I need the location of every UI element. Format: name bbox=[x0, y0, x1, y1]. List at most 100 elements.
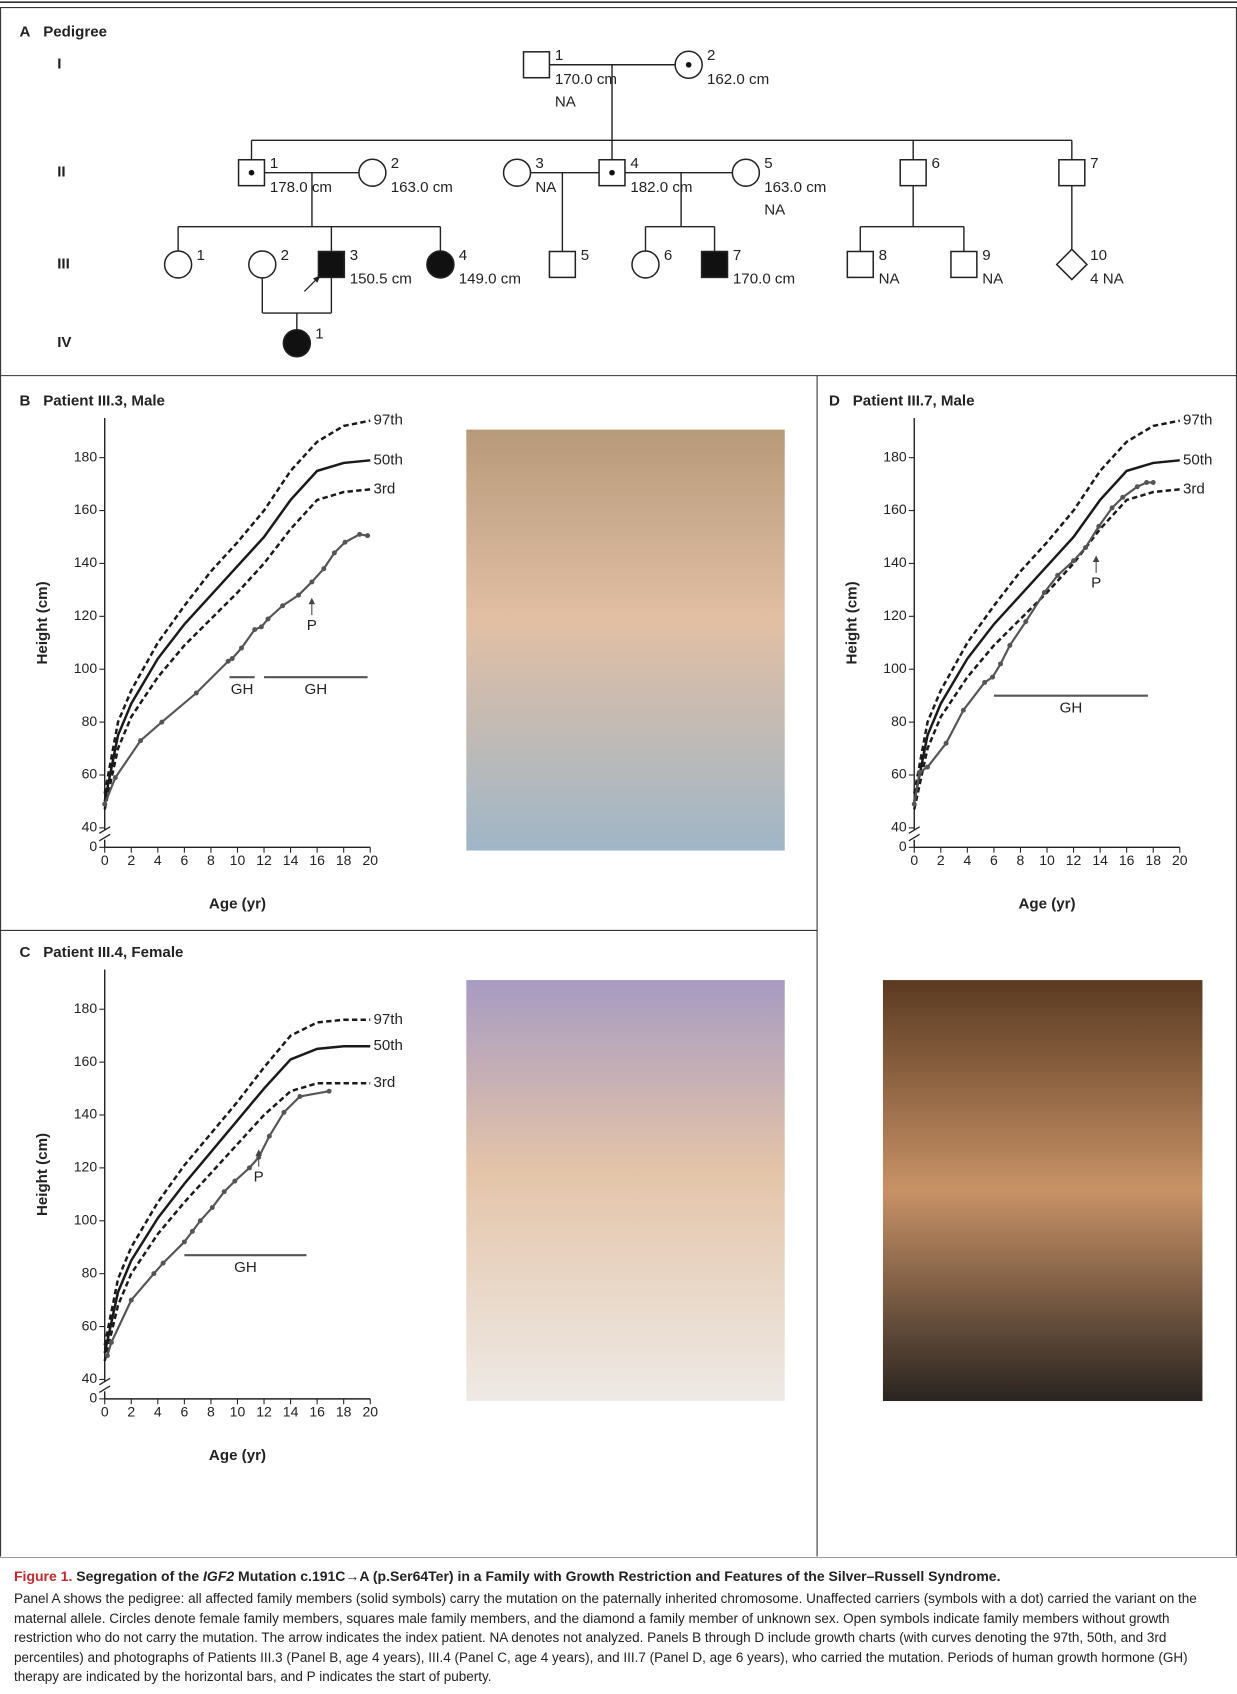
patient-point bbox=[159, 720, 164, 725]
patient-point bbox=[1071, 558, 1076, 563]
x-tick-label: 18 bbox=[336, 852, 352, 868]
y-tick-label: 80 bbox=[82, 713, 98, 729]
member-id: 6 bbox=[664, 247, 672, 264]
x-tick-label: 16 bbox=[309, 852, 325, 868]
member-info: NA bbox=[879, 271, 901, 288]
y-tick-label: 60 bbox=[82, 766, 98, 782]
patient-point bbox=[267, 1134, 272, 1139]
x-tick-label: 12 bbox=[1066, 852, 1082, 868]
x-tick-label: 16 bbox=[1119, 852, 1135, 868]
patient-point bbox=[280, 603, 285, 608]
patient-point bbox=[232, 1179, 237, 1184]
percentile-line bbox=[914, 421, 1180, 794]
y-tick-label: 60 bbox=[891, 766, 907, 782]
male-symbol bbox=[900, 160, 926, 186]
patient-point bbox=[102, 802, 107, 807]
member-id: 1 bbox=[555, 47, 563, 64]
patient-point bbox=[113, 775, 118, 780]
patient-point bbox=[109, 1340, 114, 1345]
gh-label: GH bbox=[1060, 700, 1083, 717]
caption-title-text: Segregation of the bbox=[72, 1568, 203, 1584]
male-symbol bbox=[847, 251, 873, 277]
y-tick-label: 80 bbox=[891, 713, 907, 729]
series-label: 3rd bbox=[373, 480, 395, 497]
y-tick-label: 140 bbox=[883, 554, 907, 570]
member-id: 4 bbox=[459, 247, 467, 264]
generation-label: II bbox=[57, 164, 65, 181]
caption-title: Figure 1. Segregation of the IGF2 Mutati… bbox=[14, 1566, 1223, 1587]
member-info: 163.0 cm bbox=[764, 179, 826, 196]
female-symbol bbox=[504, 159, 531, 186]
member-id: 3 bbox=[535, 155, 543, 172]
y-axis-title: Height (cm) bbox=[844, 581, 861, 664]
member-info: 178.0 cm bbox=[270, 179, 332, 196]
patient-point bbox=[161, 1261, 166, 1266]
member-info: NA bbox=[555, 94, 577, 111]
patient-point bbox=[230, 656, 235, 661]
x-tick-label: 12 bbox=[256, 852, 272, 868]
caption: Figure 1. Segregation of the IGF2 Mutati… bbox=[0, 1557, 1237, 1694]
y-tick-label: 180 bbox=[883, 448, 907, 464]
member-info: 150.5 cm bbox=[350, 271, 412, 288]
member-info: 162.0 cm bbox=[707, 71, 769, 88]
patient-point bbox=[912, 802, 917, 807]
gh-label: GH bbox=[304, 681, 327, 698]
member-id: 4 bbox=[630, 155, 638, 172]
male-symbol bbox=[524, 52, 550, 78]
patient-point bbox=[252, 627, 257, 632]
patient-point bbox=[327, 1089, 332, 1094]
y-tick-label: 100 bbox=[74, 1211, 98, 1227]
panel-title: Pedigree bbox=[43, 23, 107, 40]
female-symbol bbox=[359, 159, 386, 186]
y-axis-title: Height (cm) bbox=[34, 1133, 51, 1216]
x-tick-label: 20 bbox=[1172, 852, 1188, 868]
patient-point bbox=[247, 1165, 252, 1170]
unknown-sex-symbol bbox=[1057, 249, 1087, 279]
series-label: 3rd bbox=[1183, 480, 1205, 497]
panel-title: Patient III.7, Male bbox=[853, 393, 975, 410]
x-tick-label: 18 bbox=[336, 1404, 352, 1420]
patient-point bbox=[1055, 573, 1060, 578]
x-tick-label: 14 bbox=[1092, 852, 1108, 868]
male-symbol bbox=[318, 251, 344, 277]
y-tick-label: 40 bbox=[82, 1370, 98, 1386]
male-symbol bbox=[1059, 160, 1085, 186]
patient-point bbox=[194, 691, 199, 696]
member-info: 163.0 cm bbox=[391, 179, 453, 196]
x-axis-title: Age (yr) bbox=[209, 896, 266, 913]
y-axis-title: Height (cm) bbox=[34, 581, 51, 664]
y-tick-label: 40 bbox=[82, 819, 98, 835]
patient-point bbox=[182, 1239, 187, 1244]
page: { "pedigree": { "panel": "A", "title": "… bbox=[0, 0, 1237, 1694]
x-tick-label: 4 bbox=[154, 852, 162, 868]
female-symbol bbox=[427, 251, 454, 278]
member-info: 4 NA bbox=[1090, 271, 1125, 288]
patient-point bbox=[190, 1229, 195, 1234]
patient-line bbox=[914, 483, 1153, 805]
x-tick-label: 16 bbox=[309, 1404, 325, 1420]
patient-point bbox=[321, 566, 326, 571]
patient-point bbox=[1151, 480, 1156, 485]
member-info: 170.0 cm bbox=[555, 71, 617, 88]
member-id: 5 bbox=[764, 155, 772, 172]
patient-point bbox=[1120, 495, 1125, 500]
x-tick-label: 6 bbox=[180, 852, 188, 868]
x-tick-label: 8 bbox=[207, 1404, 215, 1420]
patient-point bbox=[998, 661, 1003, 666]
member-info: 170.0 cm bbox=[733, 271, 795, 288]
patient-point bbox=[105, 1353, 110, 1358]
patient-point bbox=[151, 1271, 156, 1276]
x-tick-label: 2 bbox=[937, 852, 945, 868]
x-tick-label: 14 bbox=[283, 852, 299, 868]
x-axis-title: Age (yr) bbox=[209, 1447, 266, 1464]
puberty-label: P bbox=[254, 1168, 264, 1185]
panel-label: D bbox=[829, 393, 840, 410]
x-tick-label: 20 bbox=[362, 1404, 378, 1420]
patient-point bbox=[309, 579, 314, 584]
x-axis-title: Age (yr) bbox=[1018, 896, 1075, 913]
photo bbox=[466, 980, 784, 1401]
member-id: 2 bbox=[707, 47, 715, 64]
patient-point bbox=[210, 1205, 215, 1210]
percentile-line bbox=[105, 1083, 371, 1361]
